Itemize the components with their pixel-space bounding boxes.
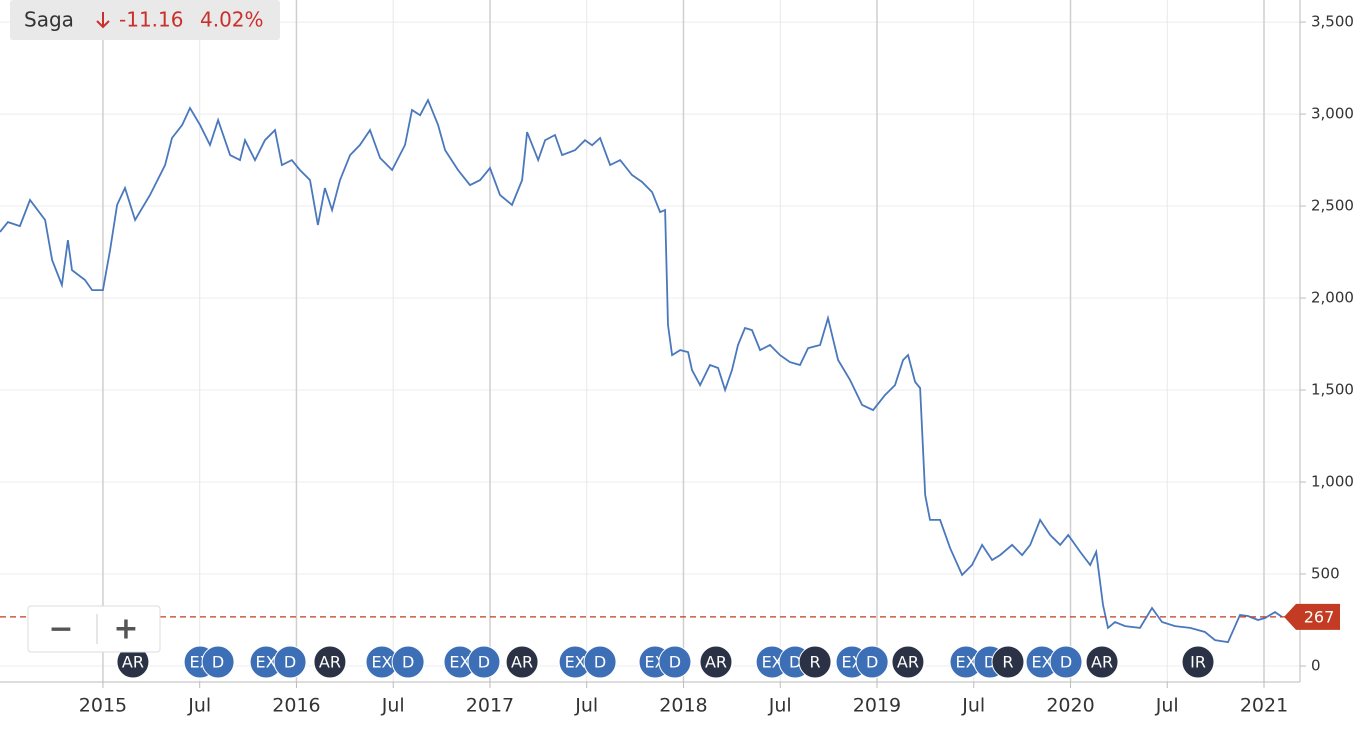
grid <box>0 0 1306 688</box>
zoom-box <box>27 605 161 653</box>
event-marker <box>658 645 692 679</box>
event-label: R <box>1002 653 1013 672</box>
y-tick-label: 2,500 <box>1311 197 1354 215</box>
event-marker <box>273 645 307 679</box>
y-tick-label: 1,000 <box>1311 473 1354 491</box>
x-tick-label: 2019 <box>853 695 901 717</box>
event-marker <box>467 645 501 679</box>
event-label: D <box>212 653 224 672</box>
event-label: AR <box>1091 653 1113 672</box>
event-label: D <box>1060 653 1072 672</box>
y-tick-label: 2,000 <box>1311 289 1354 307</box>
event-marker <box>391 645 425 679</box>
y-tick-label: 0 <box>1311 656 1321 674</box>
event-marker <box>1049 645 1083 679</box>
x-tick-label: Jul <box>1155 695 1179 717</box>
x-tick-label: Jul <box>961 695 985 717</box>
x-tick-label: 2017 <box>466 695 514 717</box>
event-marker <box>201 645 235 679</box>
event-marker <box>583 645 617 679</box>
x-tick-label: 2020 <box>1046 695 1094 717</box>
symbol-name: Saga <box>24 8 74 32</box>
zoom-out-button[interactable]: − <box>48 612 73 647</box>
event-marker <box>1085 645 1119 679</box>
header-box <box>10 0 280 40</box>
event-label: EX <box>565 653 586 672</box>
x-tick-label: Jul <box>574 695 598 717</box>
event-label: D <box>478 653 490 672</box>
event-label: EX <box>371 653 392 672</box>
event-label: EX <box>762 653 783 672</box>
y-tick-label: 1,500 <box>1311 381 1354 399</box>
zoom-in-button[interactable]: + <box>113 612 138 647</box>
event-label: EX <box>1032 653 1053 672</box>
event-label: AR <box>122 653 144 672</box>
header: Saga -11.16 4.02% <box>10 0 280 40</box>
zoom-controls: − + <box>27 605 161 653</box>
x-tick-label: Jul <box>187 695 211 717</box>
event-marker <box>505 645 539 679</box>
event-label: AR <box>319 653 341 672</box>
price-change-pct: 4.02% <box>200 8 264 32</box>
event-marker <box>855 645 889 679</box>
y-tick-label: 3,000 <box>1311 105 1354 123</box>
price-change: -11.16 <box>119 8 183 32</box>
event-label: D <box>669 653 681 672</box>
event-marker <box>699 645 733 679</box>
x-tick-label: 2015 <box>79 695 127 717</box>
event-marker <box>991 645 1025 679</box>
x-tick-label: 2018 <box>659 695 707 717</box>
event-marker <box>313 645 347 679</box>
down-arrow <box>96 12 110 29</box>
event-label: D <box>866 653 878 672</box>
event-label: R <box>810 653 821 672</box>
x-tick-label: Jul <box>768 695 792 717</box>
x-tick-label: Jul <box>381 695 405 717</box>
event-marker <box>1181 645 1215 679</box>
event-label: D <box>402 653 414 672</box>
x-tick-label: 2021 <box>1240 695 1288 717</box>
event-marker <box>798 645 832 679</box>
price-line <box>0 97 1283 644</box>
x-tick-label: 2016 <box>272 695 320 717</box>
event-label: AR <box>897 653 919 672</box>
event-marker <box>891 645 925 679</box>
last-price-badge <box>1284 603 1340 630</box>
event-label: IR <box>1190 653 1206 672</box>
event-label: D <box>284 653 296 672</box>
last-price-label: 267 <box>1304 607 1335 626</box>
event-label: EX <box>955 653 976 672</box>
event-label: D <box>594 653 606 672</box>
event-label: EX <box>449 653 470 672</box>
event-label: AR <box>705 653 727 672</box>
y-tick-label: 3,500 <box>1311 13 1354 31</box>
event-label: AR <box>511 653 533 672</box>
event-label: D <box>789 653 801 672</box>
event-label: EX <box>256 653 277 672</box>
y-tick-label: 500 <box>1311 565 1340 583</box>
